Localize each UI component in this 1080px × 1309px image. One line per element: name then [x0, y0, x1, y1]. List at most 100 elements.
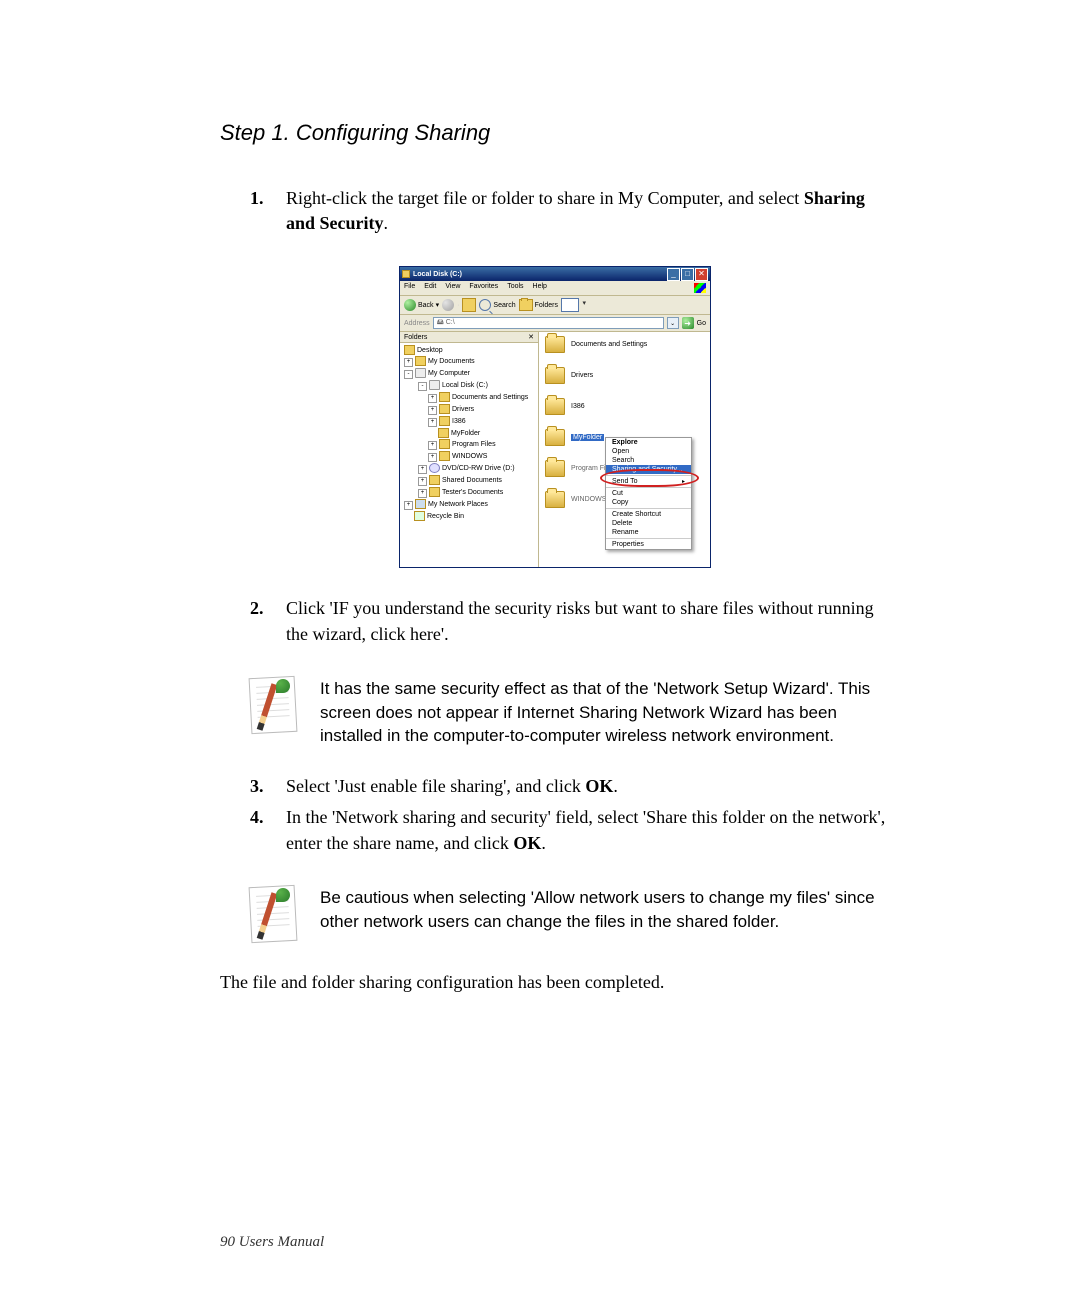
icon-label: WINDOWS [571, 496, 606, 503]
folders-button[interactable]: Folders [519, 299, 558, 311]
minimize-button[interactable]: _ [667, 268, 680, 281]
drive-icon [429, 380, 440, 390]
tree-header: Folders✕ [400, 332, 538, 343]
drive-icon [402, 270, 410, 278]
address-bar: Address 🖴 C:\ ⌄ ➜ Go [400, 315, 710, 332]
ctx-delete[interactable]: Delete [606, 519, 691, 528]
address-dropdown[interactable]: ⌄ [667, 317, 679, 329]
explorer-window: Local Disk (C:) _ □ ✕ File Edit View Fav… [399, 266, 711, 568]
tree-recycle[interactable]: Recycle Bin [404, 511, 538, 522]
folders-label: Folders [535, 302, 558, 309]
ctx-sendto[interactable]: Send To▸ [606, 477, 691, 486]
icon-drivers[interactable]: Drivers [545, 367, 704, 384]
step3-number: 3. [250, 774, 272, 799]
window-title: Local Disk (C:) [413, 271, 666, 278]
icon-i386[interactable]: I386 [545, 398, 704, 415]
menu-favorites[interactable]: Favorites [469, 283, 498, 293]
step3-text-b: OK [585, 776, 613, 796]
ctx-search[interactable]: Search [606, 456, 691, 465]
menu-help[interactable]: Help [533, 283, 547, 293]
folder-icon [545, 429, 565, 446]
note1-text: It has the same security effect as that … [320, 677, 890, 748]
forward-button[interactable] [442, 299, 454, 311]
note-icon [250, 886, 296, 942]
tree-mycomp[interactable]: -My Computer -Local Disk (C:) +Documents… [404, 367, 538, 498]
menu-tools[interactable]: Tools [507, 283, 523, 293]
back-label: Back [418, 302, 434, 309]
up-button[interactable] [462, 298, 476, 312]
ctx-copy[interactable]: Copy [606, 498, 691, 507]
folder-icon [415, 356, 426, 366]
back-button[interactable]: Back ▾ [404, 299, 439, 311]
note-icon [250, 677, 296, 733]
tree-drivers[interactable]: +Drivers [428, 404, 538, 416]
ctx-cut[interactable]: Cut [606, 489, 691, 498]
tree-close-icon[interactable]: ✕ [528, 333, 534, 341]
forward-icon [442, 299, 454, 311]
address-value: C:\ [446, 319, 455, 326]
ctx-open[interactable]: Open [606, 447, 691, 456]
step-list-3: 3. Select 'Just enable file sharing', an… [250, 774, 890, 856]
ctx-explore[interactable]: Explore [606, 438, 691, 447]
tree-progfiles[interactable]: +Program Files [428, 438, 538, 450]
step4-number: 4. [250, 805, 272, 855]
page-number: 90 [220, 1234, 235, 1250]
folder-tree: Folders✕ Desktop +My Documents -My Compu… [400, 332, 539, 567]
footer-label: Users Manual [235, 1234, 324, 1250]
tree-shared[interactable]: +Shared Documents [418, 474, 538, 486]
folder-icon [545, 367, 565, 384]
tree-localc[interactable]: -Local Disk (C:) +Documents and Settings… [418, 380, 538, 463]
ctx-properties[interactable]: Properties [606, 540, 691, 549]
go-button[interactable]: ➜ [682, 317, 694, 329]
views-button[interactable] [561, 298, 579, 312]
tree-myfolder[interactable]: MyFolder [428, 427, 538, 438]
menu-file[interactable]: File [404, 283, 415, 293]
search-label: Search [493, 302, 515, 309]
step3-text-a: Select 'Just enable file sharing', and c… [286, 776, 585, 796]
titlebar: Local Disk (C:) _ □ ✕ [400, 267, 710, 281]
tree-netplaces[interactable]: +My Network Places [404, 499, 538, 511]
views-icon [561, 298, 579, 312]
network-icon [415, 499, 426, 509]
menu-view[interactable]: View [445, 283, 460, 293]
recycle-icon [414, 511, 425, 521]
tree-windows[interactable]: +WINDOWS [428, 450, 538, 462]
submenu-arrow-icon: ▸ [682, 478, 685, 485]
step-list-2: 2. Click 'IF you understand the security… [250, 596, 890, 646]
folder-icon [545, 491, 565, 508]
screenshot-wrap: Local Disk (C:) _ □ ✕ File Edit View Fav… [220, 266, 890, 568]
separator [606, 487, 691, 488]
step-heading: Step 1. Configuring Sharing [220, 120, 890, 146]
expand-icon[interactable]: + [404, 358, 413, 367]
tree-desktop[interactable]: Desktop [404, 344, 538, 355]
step-list-1: 1. Right-click the target file or folder… [250, 186, 890, 236]
ctx-rename[interactable]: Rename [606, 528, 691, 537]
address-box[interactable]: 🖴 C:\ [433, 317, 664, 329]
expand-icon[interactable]: - [418, 382, 427, 391]
go-label: Go [697, 320, 706, 327]
icon-docset[interactable]: Documents and Settings [545, 336, 704, 353]
step1-text: Right-click the target file or folder to… [286, 186, 890, 236]
ctx-sharing[interactable]: Sharing and Security... [606, 465, 691, 474]
tree-dvd[interactable]: +DVD/CD-RW Drive (D:) [418, 463, 538, 475]
desktop-icon [404, 345, 415, 355]
windows-flag-icon [694, 283, 706, 293]
search-button[interactable]: Search [479, 299, 515, 311]
menu-edit[interactable]: Edit [424, 283, 436, 293]
close-button[interactable]: ✕ [695, 268, 708, 281]
tree-tester[interactable]: +Tester's Documents [418, 486, 538, 498]
step4-text-c: . [541, 833, 546, 853]
separator [606, 475, 691, 476]
separator [606, 508, 691, 509]
expand-icon[interactable]: - [404, 370, 413, 379]
icon-label: I386 [571, 403, 585, 410]
ctx-shortcut[interactable]: Create Shortcut [606, 510, 691, 519]
tree-mydocs[interactable]: +My Documents [404, 355, 538, 367]
toolbar: Back ▾ · Search Folders [400, 296, 710, 315]
tree-i386[interactable]: +I386 [428, 416, 538, 428]
maximize-button[interactable]: □ [681, 268, 694, 281]
tree-docset[interactable]: +Documents and Settings [428, 392, 538, 404]
step1-text-c: . [384, 213, 389, 233]
closing-text: The file and folder sharing configuratio… [220, 972, 890, 993]
step3-text-c: . [613, 776, 618, 796]
